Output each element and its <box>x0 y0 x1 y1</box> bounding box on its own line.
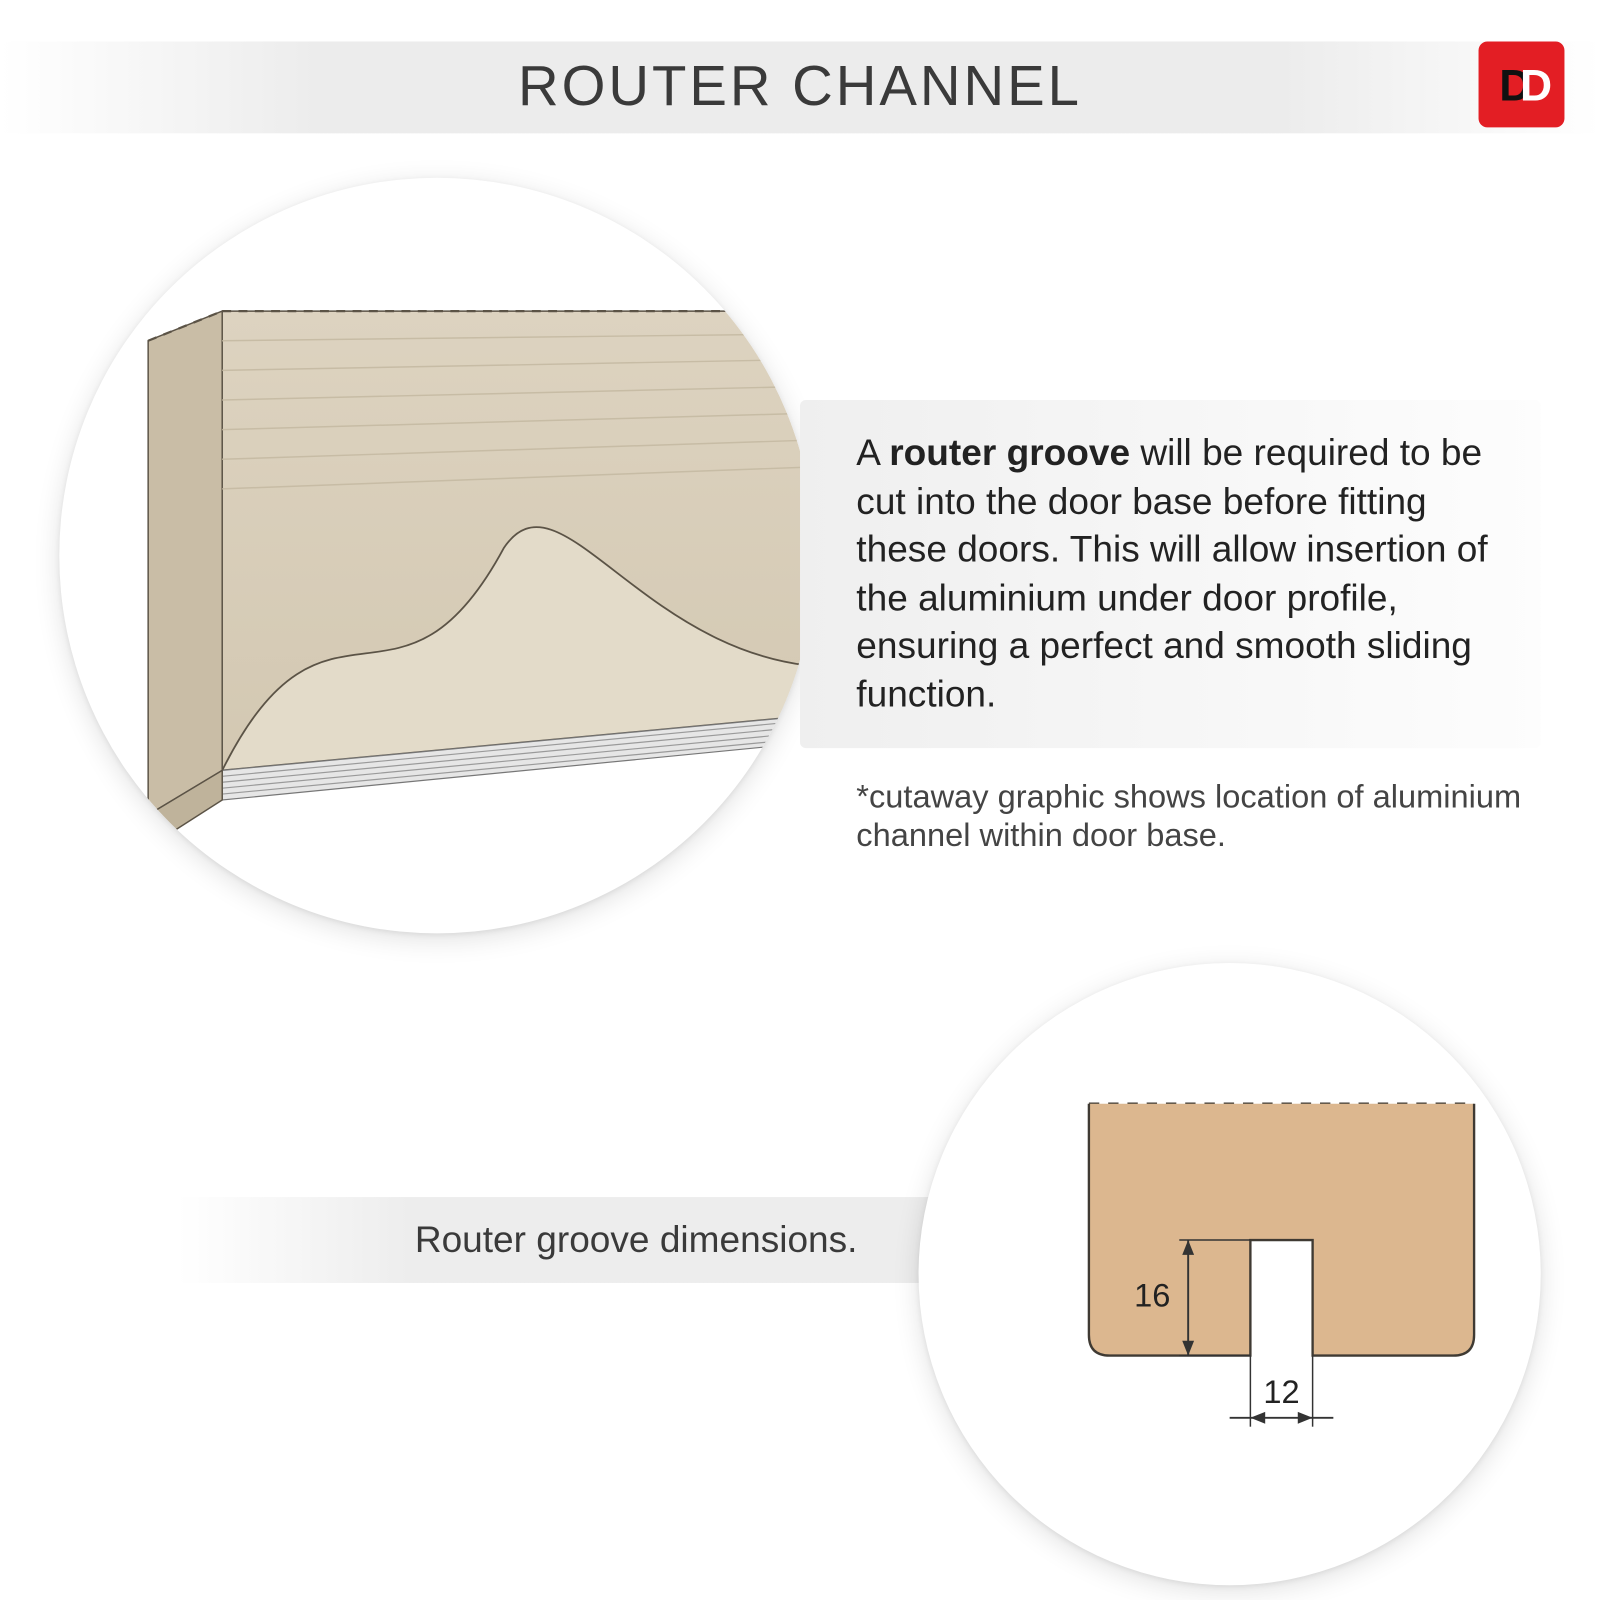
dimensions-label: Router groove dimensions. <box>415 1219 858 1262</box>
desc-rest: will be required to be cut into the door… <box>856 433 1487 715</box>
cutaway-illustration <box>59 178 815 934</box>
svg-text:12: 12 <box>1263 1373 1299 1410</box>
groove-dimensions-illustration: 1612 <box>919 963 1541 1585</box>
page-title: ROUTER CHANNEL <box>0 41 1600 133</box>
svg-text:D: D <box>1520 62 1552 111</box>
dimensions-label-bar: Router groove dimensions. <box>178 1197 948 1283</box>
footnote-text: *cutaway graphic shows location of alumi… <box>856 778 1552 856</box>
description-panel: A router groove will be required to be c… <box>800 400 1541 748</box>
desc-bold: router groove <box>889 433 1130 474</box>
title-text: ROUTER CHANNEL <box>518 56 1082 120</box>
brand-logo: D D <box>1479 41 1565 127</box>
desc-prefix: A <box>856 433 889 474</box>
svg-text:16: 16 <box>1134 1277 1170 1314</box>
